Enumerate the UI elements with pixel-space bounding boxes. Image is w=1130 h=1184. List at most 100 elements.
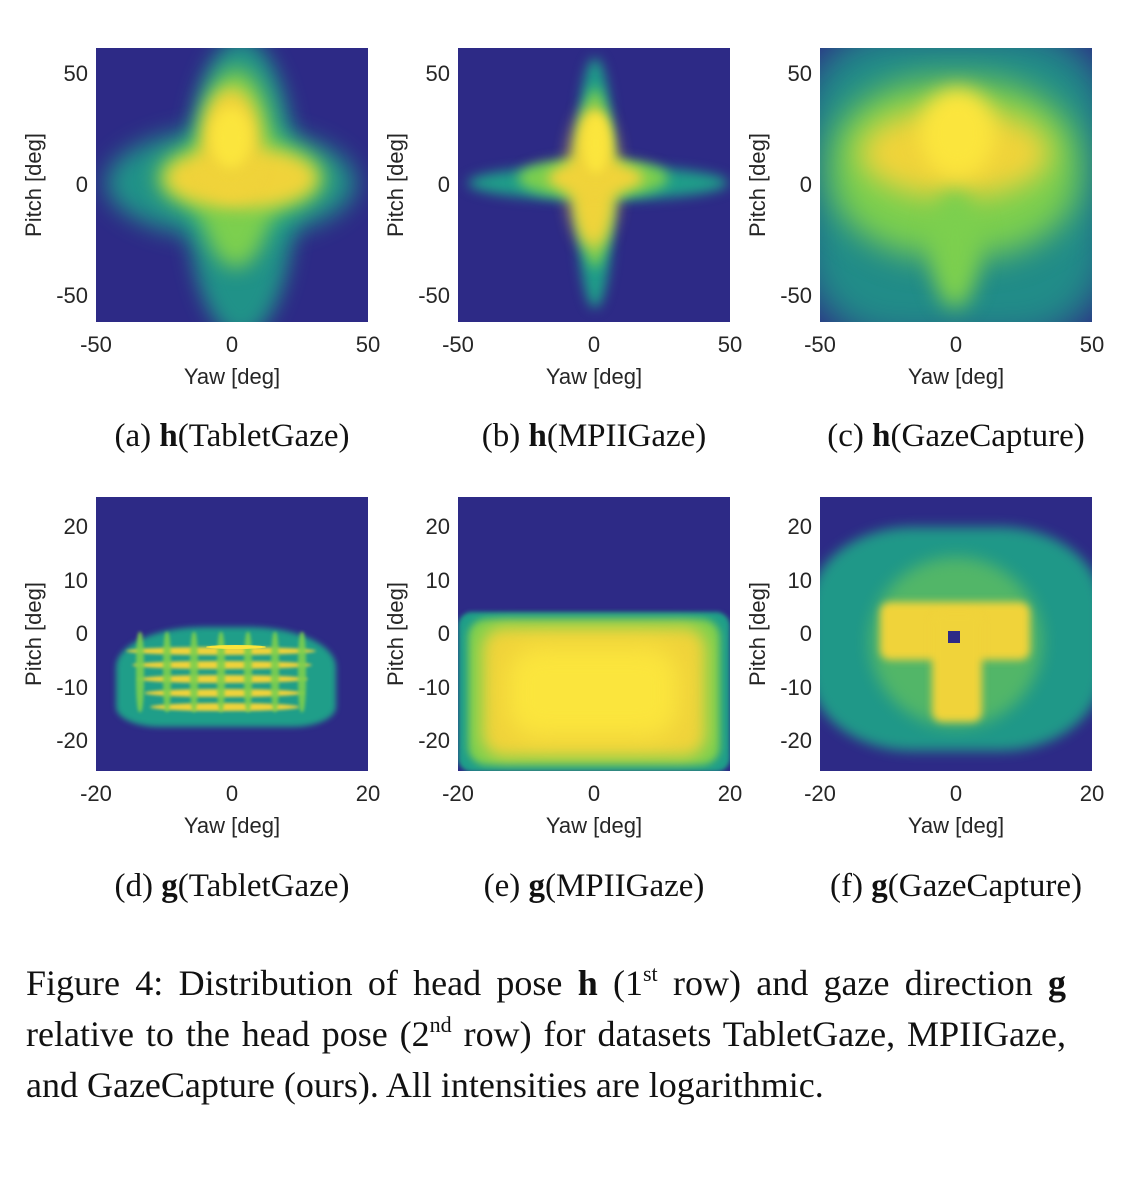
y-tick-label: -20 xyxy=(418,728,450,753)
y-tick-label: 20 xyxy=(63,514,88,539)
x-tick-label: -50 xyxy=(80,332,112,357)
subcaption-symbol: h xyxy=(872,418,891,454)
x-tick-label: 0 xyxy=(225,781,239,806)
x-tick-label: -20 xyxy=(80,781,112,806)
y-tick-label: 50 xyxy=(63,61,88,86)
density-region xyxy=(206,645,266,649)
subcaption-symbol: h xyxy=(159,418,178,454)
density-region xyxy=(211,108,251,168)
subcaption-dataset: (GazeCapture) xyxy=(890,418,1085,454)
subcaption-symbol: g xyxy=(161,868,178,904)
subcaption-prefix: (e) xyxy=(483,868,529,904)
heatmap-b xyxy=(458,48,730,322)
subcaption-dataset: (MPIIGaze) xyxy=(544,868,705,904)
y-tick-label: -20 xyxy=(780,728,812,753)
density-region xyxy=(583,113,609,173)
x-axis-label: Yaw [deg] xyxy=(545,813,643,838)
heatmap-e xyxy=(458,497,730,771)
x-axis-label: Yaw [deg] xyxy=(545,364,643,389)
x-tick-label: -50 xyxy=(442,332,474,357)
y-tick-label: 10 xyxy=(63,567,88,593)
subcaption-prefix: (f) xyxy=(830,868,872,904)
subfigure-caption-b: (b) h(MPIIGaze) xyxy=(482,418,707,455)
density-region xyxy=(244,632,252,712)
y-tick-label: 50 xyxy=(787,61,812,86)
density-region xyxy=(190,632,198,712)
y-tick-label: 0 xyxy=(437,172,450,197)
y-tick-label: 0 xyxy=(437,621,450,646)
y-axis-label: Pitch [deg] xyxy=(383,582,408,686)
subcaption-dataset: (TabletGaze) xyxy=(177,418,350,454)
figure-caption: Figure 4: Distribution of head pose h (1… xyxy=(26,961,1066,1106)
y-tick-label: 20 xyxy=(787,514,812,539)
y-axis-label: Pitch [deg] xyxy=(383,133,408,237)
subcaption-prefix: (a) xyxy=(114,418,160,454)
subfigure-caption-c: (c) h(GazeCapture) xyxy=(827,418,1084,455)
y-tick-label: -10 xyxy=(418,674,450,700)
x-axis-label: Yaw [deg] xyxy=(183,364,281,389)
y-tick-label: -10 xyxy=(56,674,88,700)
density-region xyxy=(930,188,980,308)
subcaption-prefix: (b) xyxy=(481,418,529,454)
heatmap-c xyxy=(820,48,1092,322)
subfigure-caption-a: (a) h(TabletGaze) xyxy=(115,418,350,455)
y-tick-label: 20 xyxy=(425,514,450,539)
x-tick-label: 20 xyxy=(717,781,743,806)
y-axis-label: Pitch [deg] xyxy=(745,133,770,237)
x-tick-label: 50 xyxy=(1079,332,1105,357)
y-axis-label: Pitch [deg] xyxy=(21,582,46,686)
subcaption-symbol: h xyxy=(528,418,547,454)
x-tick-label: -20 xyxy=(442,781,474,806)
y-axis-label: Pitch [deg] xyxy=(21,133,46,237)
y-tick-label: -20 xyxy=(56,728,88,753)
y-tick-label: 50 xyxy=(425,61,450,86)
x-axis-label: Yaw [deg] xyxy=(907,813,1005,838)
center-gap xyxy=(948,631,960,643)
heatmap-d xyxy=(96,497,368,771)
subcaption-prefix: (d) xyxy=(114,868,162,904)
subfigure-caption-f: (f) g(GazeCapture) xyxy=(830,868,1082,905)
y-tick-label: -10 xyxy=(780,674,812,700)
y-tick-label: 0 xyxy=(75,621,88,646)
y-tick-label: 0 xyxy=(75,172,88,197)
subcaption-dataset: (MPIIGaze) xyxy=(546,418,707,454)
heatmap-f xyxy=(820,497,1092,771)
y-tick-label: -50 xyxy=(56,283,88,308)
density-region xyxy=(217,632,225,712)
density-region xyxy=(508,647,678,737)
density-region xyxy=(163,632,171,712)
y-tick-label: 10 xyxy=(787,567,812,593)
y-tick-label: -50 xyxy=(418,283,450,308)
density-region xyxy=(920,88,995,178)
subcaption-dataset: (TabletGaze) xyxy=(177,868,350,904)
subfigure-caption-e: (e) g(MPIIGaze) xyxy=(484,868,705,905)
x-tick-label: 20 xyxy=(1079,781,1105,806)
subcaption-symbol: g xyxy=(528,868,545,904)
density-region xyxy=(271,632,279,712)
subcaption-symbol: g xyxy=(871,868,888,904)
subcaption-dataset: (GazeCapture) xyxy=(887,868,1082,904)
y-axis-label: Pitch [deg] xyxy=(745,582,770,686)
x-tick-label: -50 xyxy=(804,332,836,357)
y-tick-label: 10 xyxy=(425,567,450,593)
x-axis-label: Yaw [deg] xyxy=(907,364,1005,389)
x-tick-label: 0 xyxy=(949,781,963,806)
density-region xyxy=(298,632,306,712)
subcaption-prefix: (c) xyxy=(827,418,873,454)
x-axis-label: Yaw [deg] xyxy=(183,813,281,838)
y-tick-label: 0 xyxy=(799,621,812,646)
y-tick-label: 0 xyxy=(799,172,812,197)
density-region xyxy=(136,632,144,712)
heatmap-a xyxy=(96,48,368,322)
x-tick-label: 50 xyxy=(355,332,381,357)
x-tick-label: 0 xyxy=(587,332,601,357)
x-tick-label: 50 xyxy=(717,332,743,357)
x-tick-label: 20 xyxy=(355,781,381,806)
x-tick-label: 0 xyxy=(949,332,963,357)
x-tick-label: 0 xyxy=(225,332,239,357)
density-region xyxy=(932,612,982,722)
subfigure-caption-d: (d) g(TabletGaze) xyxy=(115,868,350,905)
x-tick-label: -20 xyxy=(804,781,836,806)
y-tick-label: -50 xyxy=(780,283,812,308)
